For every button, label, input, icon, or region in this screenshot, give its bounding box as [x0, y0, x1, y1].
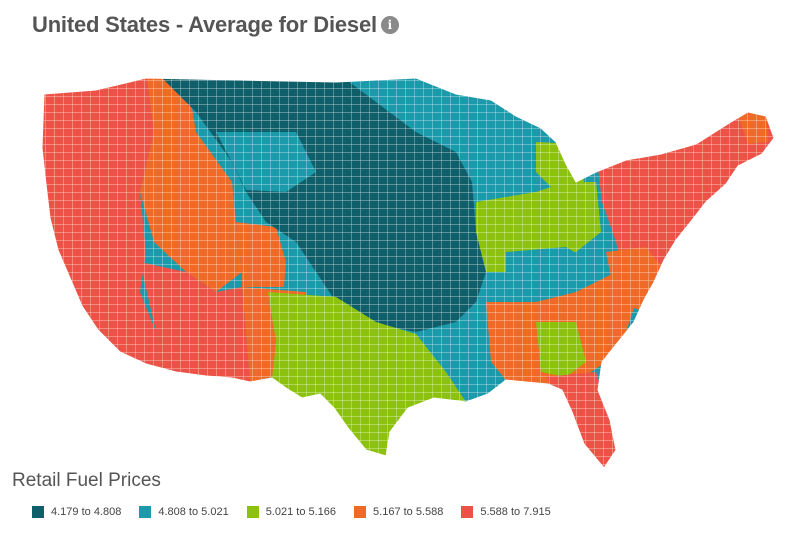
legend-label-1: 4.179 to 4.808 — [51, 506, 122, 518]
us-outline — [41, 77, 775, 469]
legend-swatch-5 — [461, 506, 474, 518]
legend-title: Retail Fuel Prices — [12, 470, 161, 491]
legend-swatch-3 — [246, 506, 259, 518]
info-icon[interactable]: i — [380, 16, 399, 34]
legend: 4.179 to 4.808 4.808 to 5.021 5.021 to 5… — [32, 506, 569, 518]
legend-label-3: 5.021 to 5.166 — [265, 506, 337, 518]
legend-swatch-2 — [139, 506, 152, 518]
us-diesel-price-map[interactable] — [36, 72, 776, 472]
legend-item-5[interactable]: 5.588 to 7.915 — [461, 506, 551, 518]
legend-item-4[interactable]: 5.167 to 5.588 — [354, 506, 443, 518]
legend-label-5: 5.588 to 7.915 — [480, 506, 551, 518]
legend-item-1[interactable]: 4.179 to 4.808 — [32, 506, 121, 518]
county-boundaries — [42, 78, 774, 468]
legend-swatch-1 — [32, 506, 44, 518]
legend-swatch-4 — [354, 506, 367, 518]
us-county-map-svg[interactable] — [36, 72, 776, 472]
legend-item-2[interactable]: 4.808 to 5.021 — [139, 506, 229, 518]
legend-item-3[interactable]: 5.021 to 5.166 — [246, 506, 337, 518]
legend-label-4: 5.167 to 5.588 — [373, 506, 444, 518]
page-title: United States - Average for Diesel — [32, 12, 377, 37]
title-row: United States - Average for Diesel i — [32, 12, 399, 38]
legend-label-2: 4.808 to 5.021 — [158, 506, 229, 518]
